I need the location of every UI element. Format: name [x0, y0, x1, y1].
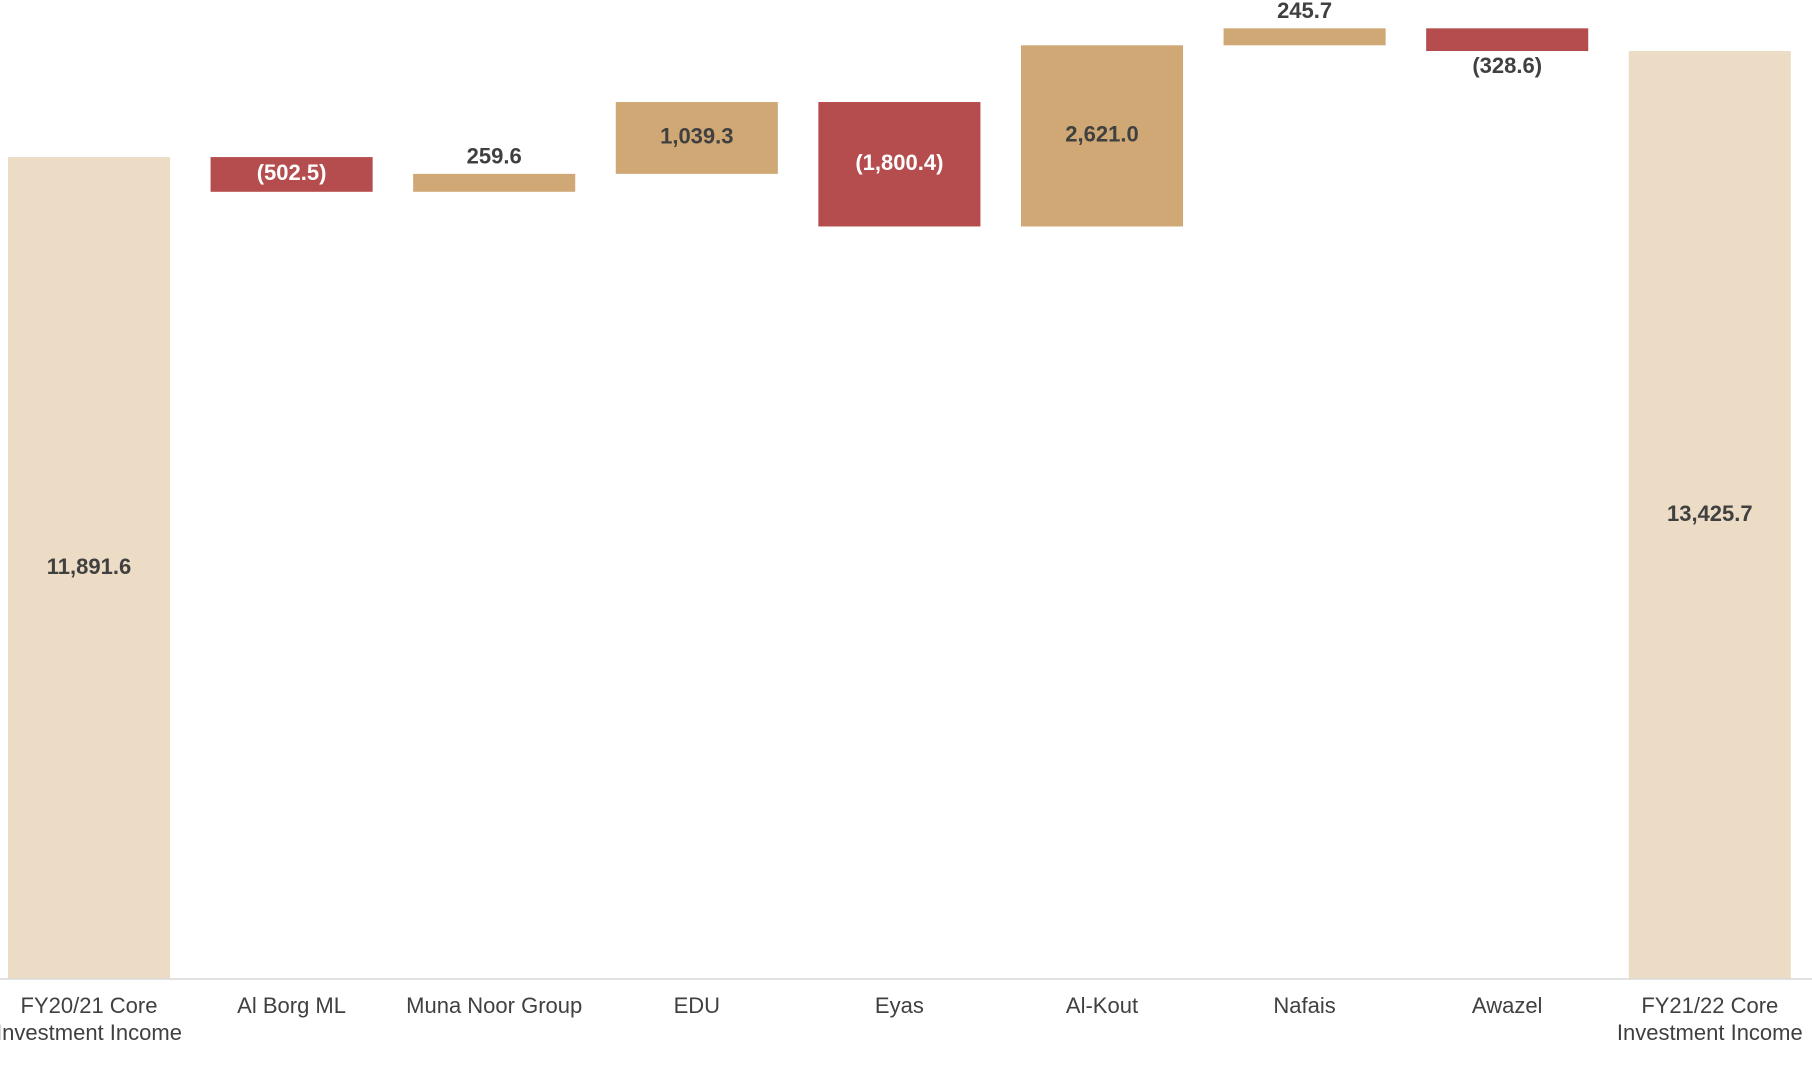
bar: [1628, 51, 1791, 980]
bar: [1223, 28, 1386, 46]
x-tick-label: FY20/21 Core Investment Income: [0, 993, 182, 1045]
x-tick-label: Al Borg ML: [237, 993, 346, 1018]
value-label: 259.6: [467, 144, 522, 169]
x-tick-label: FY21/22 Core Investment Income: [1616, 993, 1803, 1045]
value-label: 1,039.3: [660, 124, 733, 149]
bar: [818, 102, 981, 227]
bar: [210, 157, 373, 192]
value-label: (502.5): [257, 160, 327, 185]
value-label: 11,891.6: [47, 554, 131, 579]
x-tick-label: Nafais: [1273, 993, 1336, 1018]
value-label: 245.7: [1277, 0, 1332, 23]
bar: [1426, 28, 1589, 52]
x-tick-label: Awazel: [1471, 993, 1543, 1018]
x-tick-label: Muna Noor Group: [406, 993, 583, 1018]
bar: [615, 102, 778, 174]
x-tick-label: Eyas: [874, 993, 924, 1018]
x-tick-label: Al-Kout: [1065, 993, 1139, 1018]
bar: [1020, 45, 1184, 227]
bar: [413, 173, 576, 192]
value-label: 2,621.0: [1065, 122, 1138, 147]
bar: [7, 157, 171, 979]
value-label: (1,800.4): [855, 150, 943, 175]
value-label: 13,425.7: [1667, 501, 1753, 526]
value-label: (328.6): [1472, 53, 1542, 78]
x-tick-label: EDU: [673, 993, 721, 1018]
